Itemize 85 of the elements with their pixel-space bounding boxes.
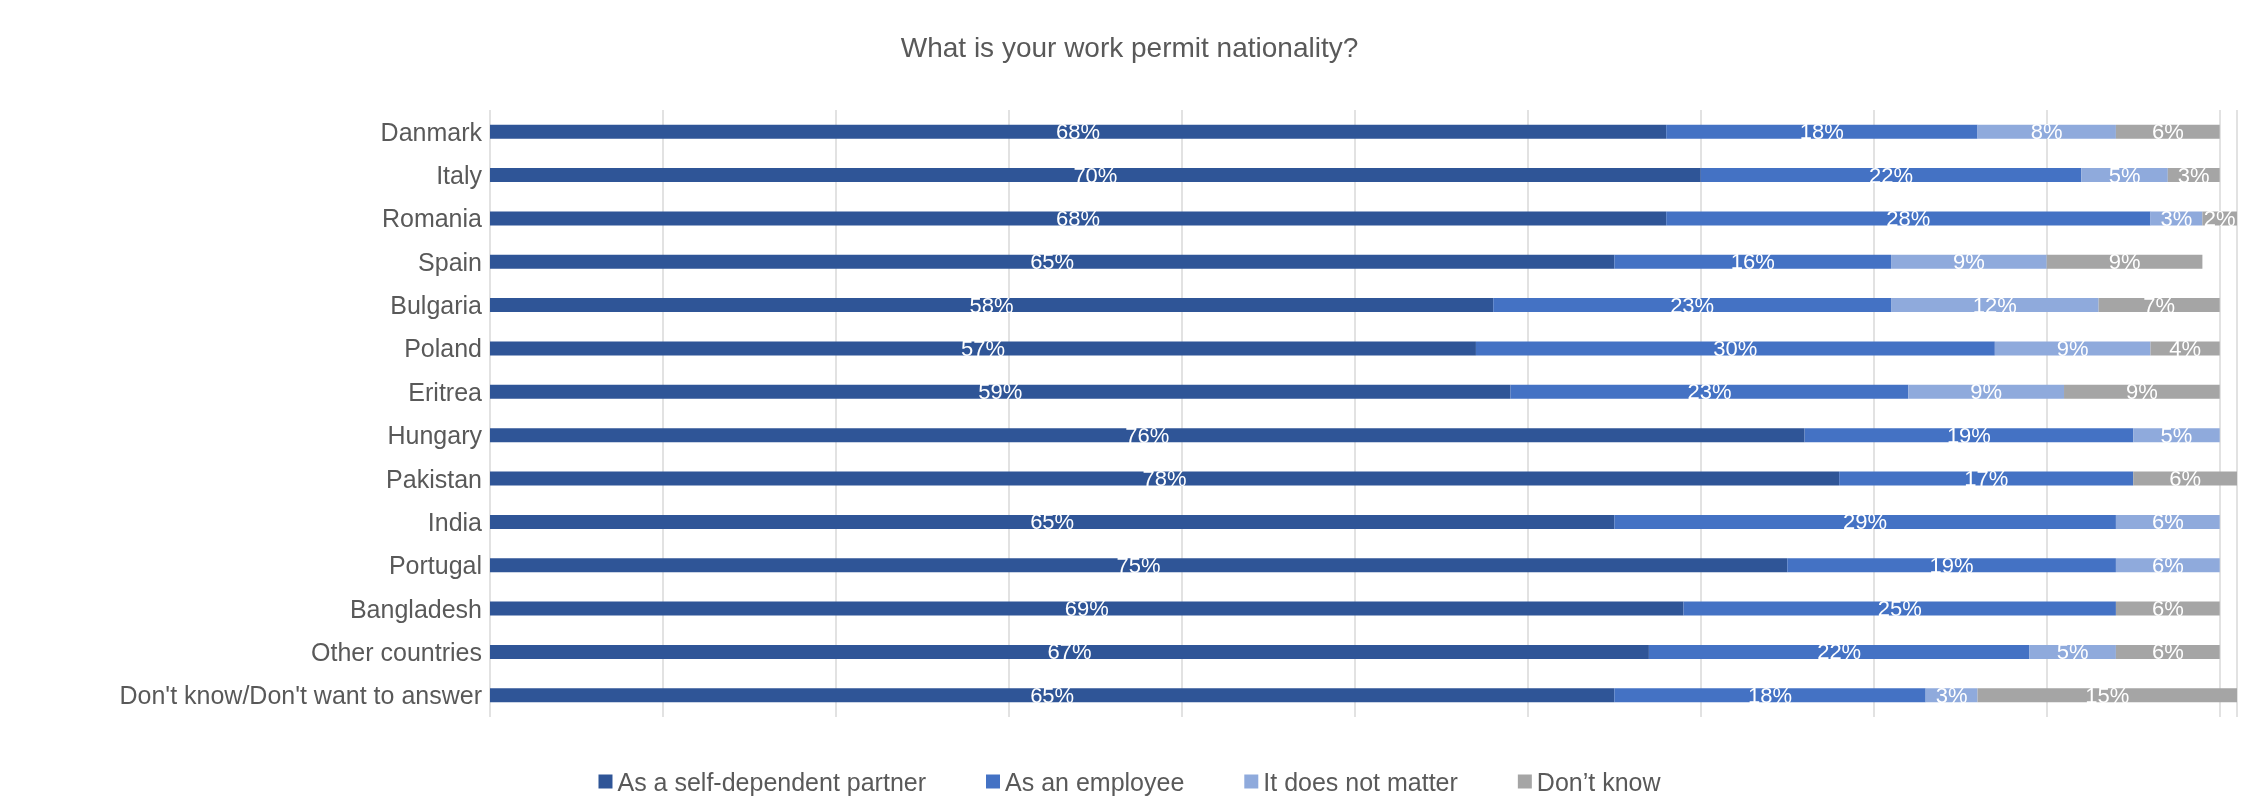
bar <box>1977 688 2237 703</box>
bar <box>1614 514 2116 529</box>
y-tick-label: Spain <box>418 247 482 276</box>
y-tick-label: Romania <box>381 204 483 233</box>
data-label: 28% <box>1886 205 1931 231</box>
data-label: 18% <box>1799 119 1844 145</box>
data-label: 19% <box>1929 552 1974 578</box>
bar <box>490 298 1494 313</box>
data-label: 17% <box>1964 466 2009 492</box>
data-label: 57% <box>960 335 1005 361</box>
data-label: 18% <box>1747 682 1792 708</box>
data-label: 6% <box>2169 466 2202 492</box>
data-label: 5% <box>2160 422 2193 448</box>
bar <box>1614 254 1892 269</box>
y-tick-label: Hungary <box>387 421 483 450</box>
bar <box>490 514 1615 529</box>
bar <box>1683 601 2116 616</box>
data-label: 9% <box>1970 379 2003 405</box>
bar <box>490 341 1476 356</box>
bar <box>490 254 1615 269</box>
data-label: 3% <box>1935 682 1968 708</box>
y-tick-label: Portugal <box>388 551 482 580</box>
bar <box>1614 688 1926 703</box>
data-label: 6% <box>2151 552 2184 578</box>
data-label: 9% <box>2108 249 2141 275</box>
data-label: 78% <box>1142 466 1187 492</box>
bar <box>490 384 1511 399</box>
bar <box>1787 558 2116 573</box>
data-label: 19% <box>1946 422 1991 448</box>
y-tick-label: Bulgaria <box>390 291 483 320</box>
bar <box>490 688 1615 703</box>
bar <box>490 601 1684 616</box>
data-label: 2% <box>2203 205 2236 231</box>
bar <box>490 558 1788 573</box>
data-label: 6% <box>2151 119 2184 145</box>
legend-label: As an employee <box>1005 767 1185 796</box>
data-label: 69% <box>1064 596 1109 622</box>
bar <box>490 428 1805 443</box>
y-tick-label: Don't know/Don't want to answer <box>119 681 482 710</box>
data-label: 6% <box>2151 596 2184 622</box>
data-label: 9% <box>2125 379 2158 405</box>
y-tick-label: Pakistan <box>386 464 482 493</box>
data-label: 30% <box>1713 335 1758 361</box>
data-label: 9% <box>2056 335 2089 361</box>
data-label: 15% <box>2085 682 2130 708</box>
data-label: 9% <box>1953 249 1985 275</box>
bar <box>1493 298 1892 313</box>
data-label: 23% <box>1687 379 1732 405</box>
y-tick-label: Eritrea <box>408 377 483 406</box>
bar <box>1839 471 2134 486</box>
bar <box>1475 341 1995 356</box>
data-label: 16% <box>1730 249 1775 275</box>
bar <box>490 211 1667 226</box>
data-label: 25% <box>1877 596 1922 622</box>
y-tick-label: Italy <box>436 161 483 190</box>
data-label: 68% <box>1056 205 1101 231</box>
data-label: 68% <box>1056 119 1101 145</box>
bar <box>1700 168 2082 183</box>
chart-title: What is your work permit nationality? <box>900 31 1359 63</box>
y-tick-label: Other countries <box>311 637 482 666</box>
data-label: 65% <box>1030 682 1075 708</box>
y-tick-label: India <box>427 507 483 536</box>
data-label: 8% <box>2030 119 2063 145</box>
data-label: 59% <box>978 379 1023 405</box>
bar <box>490 644 1649 659</box>
data-label: 75% <box>1116 552 1161 578</box>
bar <box>1891 298 2099 313</box>
legend-label: As a self-dependent partner <box>617 767 927 796</box>
legend-label: Don’t know <box>1536 767 1662 796</box>
y-tick-label: Poland <box>404 334 482 363</box>
bar <box>1666 124 1978 139</box>
legend-label: It does not matter <box>1263 767 1458 796</box>
data-label: 3% <box>2160 205 2193 231</box>
bar <box>1804 428 2134 443</box>
y-tick-label: Bangladesh <box>349 594 482 623</box>
data-label: 4% <box>2169 335 2202 361</box>
bar <box>490 471 1840 486</box>
bar <box>490 124 1667 139</box>
bar <box>1666 211 2151 226</box>
bar <box>1648 644 2030 659</box>
data-label: 65% <box>1030 249 1075 275</box>
y-tick-label: Danmark <box>380 117 483 146</box>
bar <box>490 168 1701 183</box>
bar <box>1510 384 1909 399</box>
data-label: 76% <box>1125 422 1170 448</box>
